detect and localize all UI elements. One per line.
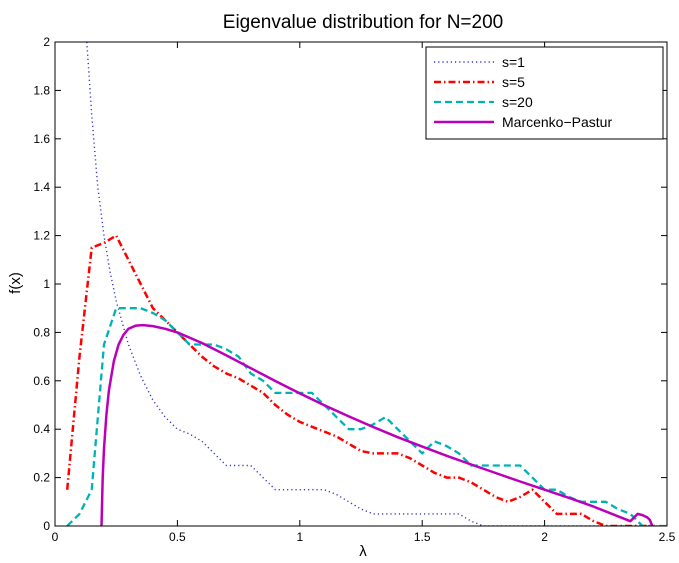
x-axis-label: λ: [359, 543, 367, 560]
y-tick-label: 1: [43, 277, 50, 291]
y-tick-label: 0.2: [33, 471, 50, 485]
y-tick-label: 1.2: [33, 229, 50, 243]
x-tick-label: 1: [296, 530, 303, 544]
chart-title: Eigenvalue distribution for N=200: [223, 12, 503, 33]
legend-label-2: s=5: [502, 74, 525, 90]
axes: 0 0.5 1 1.5 2 2.5 0 0.2 0.4 0.6 0.8 1 1.2 1.4 1.6 1.8 2: [33, 35, 675, 544]
series-line-4: [100, 323, 654, 526]
x-tick-label: 1.5: [414, 530, 431, 544]
y-tick-label: 1.4: [33, 180, 50, 194]
legend-box: [425, 46, 664, 140]
y-tick-label: 1.8: [33, 83, 50, 97]
x-tick-label: 0: [52, 530, 59, 544]
legend-label-3: s=20: [502, 94, 533, 110]
y-axis-label: f(x): [7, 272, 24, 294]
legend-label-4: Marcenko−Pastur: [502, 114, 612, 130]
y-tick-label: 0.6: [33, 374, 50, 388]
legend-label-1: s=1: [502, 54, 525, 70]
series-line-1: [86, 42, 667, 526]
y-tick-label: 0: [43, 519, 50, 533]
y-tick-label: 1.6: [33, 132, 50, 146]
x-tick-label: 0.5: [169, 530, 186, 544]
y-tick-label: 0.8: [33, 325, 50, 339]
x-tick-label: 2: [541, 530, 548, 544]
x-tick-label: 2.5: [659, 530, 676, 544]
series-group: [65, 42, 667, 526]
y-tick-label: 0.4: [33, 422, 50, 436]
legend: s=1 s=5 s=20 Marcenko−Pastur: [425, 46, 664, 140]
plot-area: [65, 42, 667, 526]
y-tick-label: 2: [43, 35, 50, 49]
